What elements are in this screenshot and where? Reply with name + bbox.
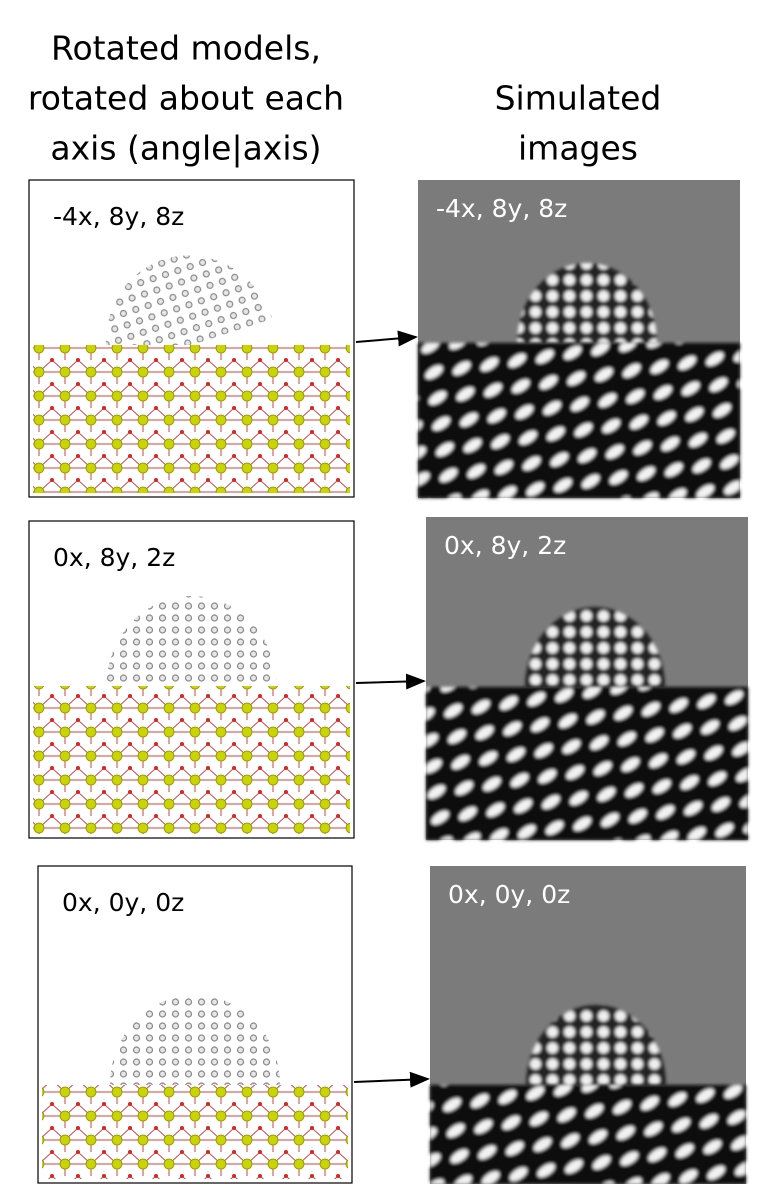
model-label: -4x, 8y, 8z: [53, 202, 184, 231]
simulated-image: 0x, 0y, 0z: [430, 866, 746, 1184]
arrow: [354, 1079, 428, 1082]
simulated-image: -4x, 8y, 8z: [418, 180, 740, 498]
arrow: [356, 337, 416, 342]
left-header: rotated about each: [28, 79, 344, 118]
substrate-contrast: [426, 687, 748, 840]
substrate-contrast: [418, 343, 740, 498]
substrate-atoms: [33, 345, 350, 493]
simulated-image: 0x, 8y, 2z: [426, 517, 748, 840]
right-header: Simulated: [495, 79, 662, 118]
figure: Rotated models, rotated about each axis (a…: [0, 0, 762, 1184]
right-header: images: [518, 129, 638, 168]
arrow: [356, 681, 424, 683]
model-label: 0x, 8y, 2z: [53, 543, 175, 572]
substrate-atoms: [42, 1085, 348, 1179]
substrate-contrast: [430, 1085, 746, 1184]
image-label: 0x, 8y, 2z: [444, 531, 566, 560]
model-panel: -4x, 8y, 8z: [29, 180, 354, 497]
substrate-atoms: [33, 686, 350, 834]
model-panel: 0x, 0y, 0z: [38, 866, 352, 1183]
model-panel: 0x, 8y, 2z: [29, 521, 354, 838]
model-label: 0x, 0y, 0z: [62, 888, 184, 917]
left-header: Rotated models,: [51, 29, 321, 68]
left-header: axis (angle|axis): [50, 129, 321, 168]
image-label: -4x, 8y, 8z: [436, 194, 567, 223]
image-label: 0x, 0y, 0z: [448, 880, 570, 909]
